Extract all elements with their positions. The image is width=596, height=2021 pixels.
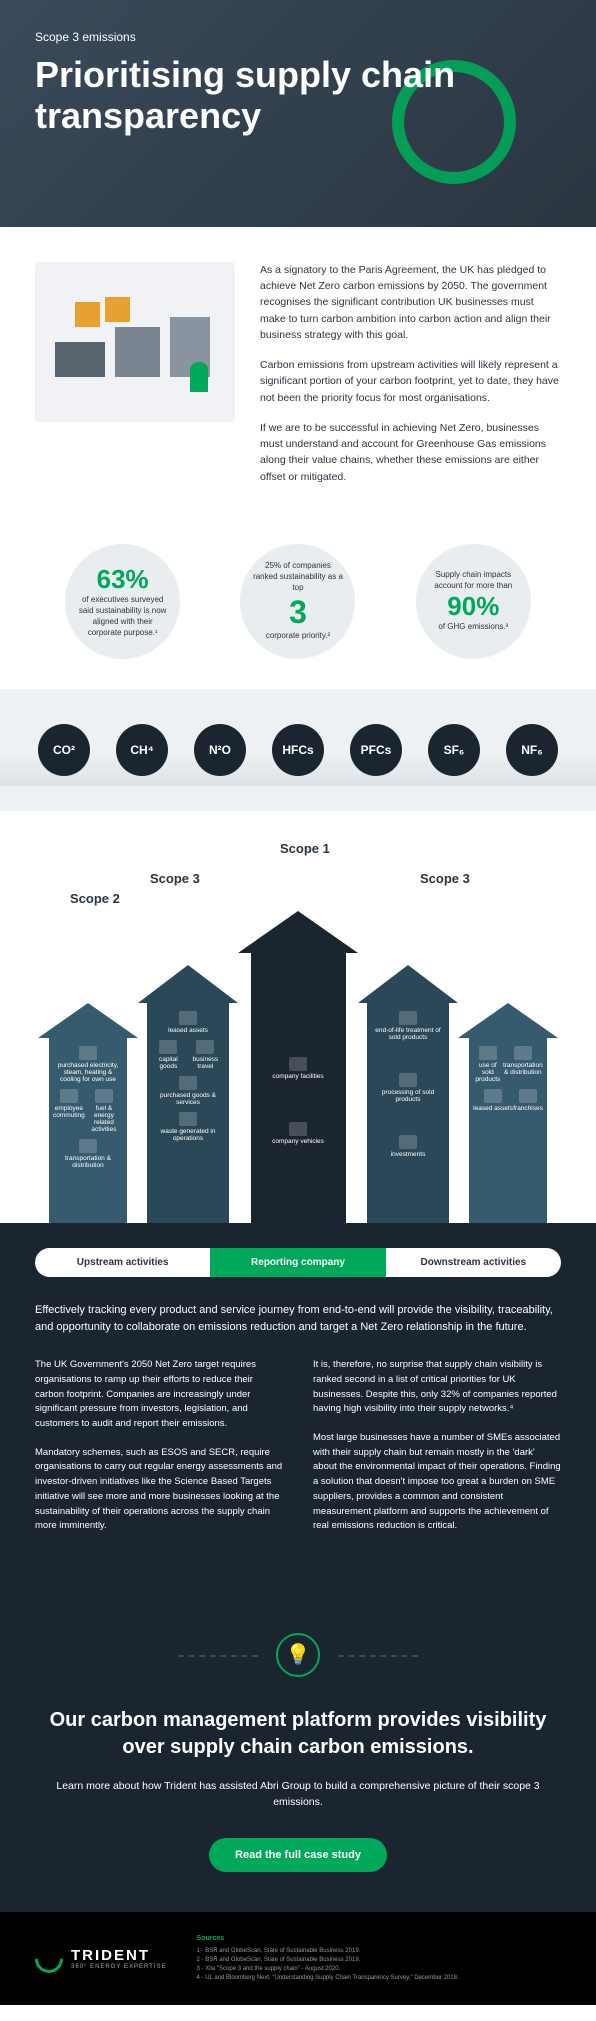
gas-n2o: N²O	[194, 724, 246, 776]
arrow-scope3-downstream-1: end-of-life treatment of sold products p…	[358, 965, 458, 1223]
pill-downstream[interactable]: Downstream activities	[386, 1248, 561, 1277]
stat-2-after: corporate priority.²	[266, 631, 330, 642]
scope2-label: Scope 2	[70, 891, 120, 906]
stat-1-text: of executives surveyed said sustainabili…	[77, 595, 168, 638]
stat-1-value: 63%	[97, 564, 149, 595]
source-3: 3 - Xila "Scope 3 and the supply chain" …	[197, 1965, 459, 1974]
scope1-label: Scope 1	[280, 841, 330, 856]
arrow-scope3-upstream: leased assets capital goods business tra…	[138, 965, 238, 1223]
stat-2: 25% of companies ranked sustainability a…	[240, 544, 355, 659]
gas-pfcs: PFCs	[350, 724, 402, 776]
scopes-diagram: Scope 1 Scope 3 Scope 3 Scope 2 purchase…	[0, 811, 596, 1223]
dark-col-1: The UK Government's 2050 Net Zero target…	[35, 1358, 283, 1548]
stat-3-after: of GHG emissions.³	[438, 622, 508, 633]
cta-subtitle: Learn more about how Trident has assiste…	[40, 1779, 556, 1811]
scope3-label-left: Scope 3	[150, 871, 200, 886]
arrow-scope2: purchased electricity, steam, heating & …	[38, 1003, 138, 1223]
dark-intro-text: Effectively tracking every product and s…	[35, 1302, 561, 1336]
gas-hfcs: HFCs	[272, 724, 324, 776]
stat-3-before: Supply chain impacts account for more th…	[428, 570, 519, 592]
dark-content-section: Upstream activities Reporting company Do…	[0, 1223, 596, 1588]
lightbulb-icon: 💡	[276, 1633, 320, 1677]
gas-nf6: NF₆	[506, 724, 558, 776]
cta-section: 💡 Our carbon management platform provide…	[0, 1588, 596, 1913]
intro-text: As a signatory to the Paris Agreement, t…	[260, 262, 561, 499]
logo-brand: TRIDENT	[71, 1947, 167, 1964]
gas-co2: CO²	[38, 724, 90, 776]
trident-logo: TRIDENT 360° ENERGY EXPERTISE	[35, 1945, 167, 1973]
intro-p3: If we are to be successful in achieving …	[260, 420, 561, 485]
pill-reporting[interactable]: Reporting company	[210, 1248, 385, 1277]
intro-section: As a signatory to the Paris Agreement, t…	[0, 227, 596, 534]
scope3-label-right: Scope 3	[420, 871, 470, 886]
stat-3: Supply chain impacts account for more th…	[416, 544, 531, 659]
intro-p1: As a signatory to the Paris Agreement, t…	[260, 262, 561, 343]
hero-title: Prioritising supply chain transparency	[35, 54, 561, 137]
footer: TRIDENT 360° ENERGY EXPERTISE Sources 1 …	[0, 1912, 596, 2005]
pill-upstream[interactable]: Upstream activities	[35, 1248, 210, 1277]
stats-row: 63% of executives surveyed said sustaina…	[0, 534, 596, 689]
dark-col-2: It is, therefore, no surprise that suppl…	[313, 1358, 561, 1548]
logo-ring-icon	[29, 1939, 69, 1979]
sources-block: Sources 1 - BSR and GlobeScan, State of …	[197, 1934, 459, 1983]
logo-tagline: 360° ENERGY EXPERTISE	[71, 1964, 167, 1970]
intro-p2: Carbon emissions from upstream activitie…	[260, 357, 561, 406]
cta-button[interactable]: Read the full case study	[209, 1838, 387, 1872]
stat-2-value: 3	[289, 594, 307, 631]
source-2: 2 - BSR and GlobeScan, State of Sustaina…	[197, 1956, 459, 1965]
gases-row: CO² CH⁴ N²O HFCs PFCs SF₆ NF₆	[0, 689, 596, 811]
stat-1: 63% of executives surveyed said sustaina…	[65, 544, 180, 659]
activity-pills: Upstream activities Reporting company Do…	[35, 1248, 561, 1277]
hero-subtitle: Scope 3 emissions	[35, 30, 561, 44]
arrow-scope3-downstream-2: use of sold products transportation & di…	[458, 1003, 558, 1223]
cta-title: Our carbon management platform provides …	[40, 1707, 556, 1761]
stat-3-value: 90%	[447, 591, 499, 622]
gas-sf6: SF₆	[428, 724, 480, 776]
sources-title: Sources	[197, 1934, 459, 1945]
source-4: 4 - UL and Bloomberg Next, "Understandin…	[197, 1974, 459, 1983]
supply-chain-illustration	[35, 262, 235, 422]
source-1: 1 - BSR and GlobeScan, State of Sustaina…	[197, 1947, 459, 1956]
gas-ch4: CH⁴	[116, 724, 168, 776]
arrow-scope1: company facilities company vehicles	[238, 911, 358, 1223]
stat-2-before: 25% of companies ranked sustainability a…	[252, 561, 343, 593]
hero-section: Scope 3 emissions Prioritising supply ch…	[0, 0, 596, 227]
